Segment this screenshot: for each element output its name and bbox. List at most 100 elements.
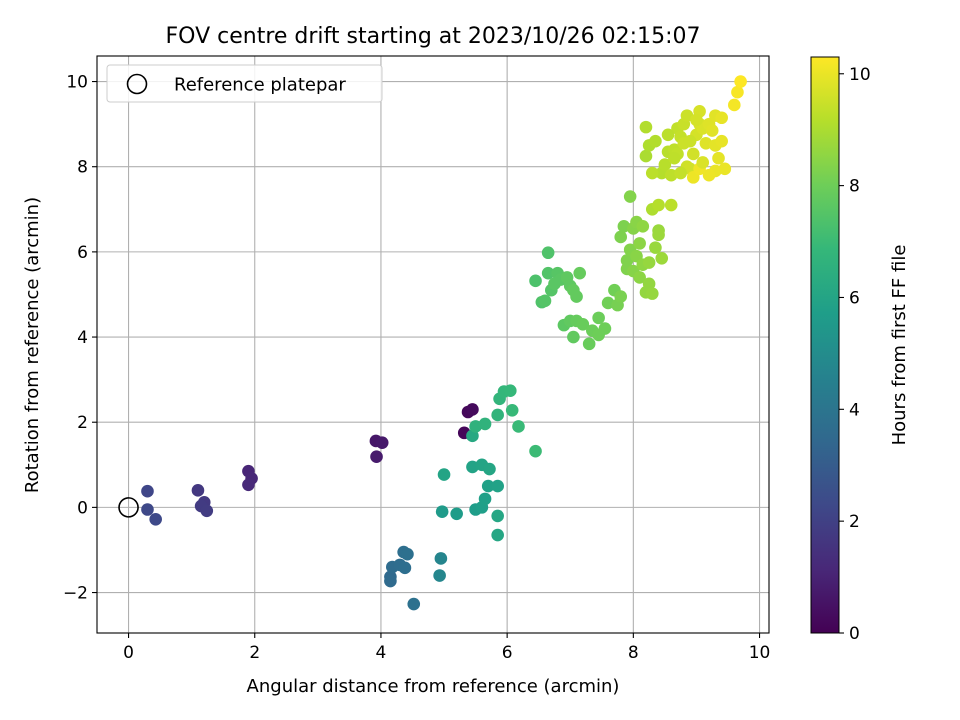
data-point (582, 337, 596, 351)
data-point (466, 403, 479, 416)
data-point (668, 151, 681, 165)
data-point (652, 228, 665, 242)
y-axis-ticks: −2 0 2 4 6 8 10 (63, 73, 97, 604)
data-point (617, 220, 631, 233)
data-point (727, 98, 741, 112)
data-point (398, 561, 412, 575)
data-point (699, 136, 713, 150)
data-point (466, 460, 479, 474)
data-point (242, 478, 255, 492)
x-tick-label: 6 (502, 643, 513, 663)
data-point (623, 190, 637, 203)
data-point (702, 168, 716, 182)
colorbar-tick-label: 0 (849, 624, 860, 644)
y-axis-label: Rotation from reference (arcmin) (22, 197, 43, 493)
x-tick-label: 4 (376, 643, 387, 663)
data-point (529, 444, 542, 458)
legend-entry-label: Reference platepar (174, 75, 346, 96)
data-point (401, 547, 414, 561)
data-point (620, 254, 634, 267)
data-point (434, 552, 448, 565)
data-point (435, 505, 449, 518)
data-point (491, 528, 504, 542)
colorbar-tick-label: 8 (849, 177, 860, 197)
data-point (491, 408, 504, 422)
colorbar-ticks: 0 2 4 6 8 10 (839, 65, 871, 644)
data-point (705, 124, 719, 137)
data-point (639, 149, 653, 163)
data-point (718, 162, 732, 176)
data-point (731, 85, 744, 99)
x-axis-label: Angular distance from reference (arcmin) (247, 676, 620, 697)
y-tick-label: 6 (77, 243, 88, 263)
colorbar-tick-label: 10 (849, 65, 871, 85)
data-point (715, 134, 728, 148)
data-point (491, 509, 504, 523)
data-point (645, 166, 659, 180)
data-point (200, 504, 214, 518)
x-axis-ticks: 0 2 4 6 8 10 (123, 633, 770, 663)
y-tick-label: 2 (77, 413, 88, 433)
legend: Reference platepar (106, 64, 383, 103)
data-point (592, 311, 605, 325)
data-point (491, 479, 504, 493)
data-point (529, 274, 542, 288)
data-point (645, 287, 659, 300)
data-point (567, 330, 580, 344)
data-point (636, 220, 650, 233)
legend-marker-icon (126, 73, 148, 95)
data-point (614, 290, 628, 303)
colorbar-tick-label: 2 (849, 512, 860, 532)
x-tick-label: 2 (249, 643, 260, 663)
data-point (505, 403, 519, 417)
data-point (141, 484, 154, 498)
data-point (655, 251, 669, 265)
data-point (690, 113, 703, 127)
data-point (642, 256, 656, 269)
data-point (370, 450, 383, 464)
data-point (633, 237, 646, 250)
data-point (541, 266, 555, 280)
data-point (384, 574, 397, 588)
data-point (715, 111, 728, 125)
data-point (191, 484, 205, 497)
data-point (661, 128, 675, 142)
data-point (652, 198, 665, 212)
reference-platepar-marker (118, 497, 139, 518)
x-tick-label: 8 (628, 643, 639, 663)
data-point (483, 462, 496, 476)
data-point (664, 198, 678, 212)
data-point (674, 166, 687, 180)
scatter-points (141, 75, 747, 611)
data-point (538, 294, 552, 308)
data-point (407, 597, 421, 611)
data-point (686, 147, 700, 161)
data-point (450, 507, 463, 521)
y-tick-label: 8 (77, 158, 88, 178)
data-point (433, 569, 446, 582)
data-point (512, 420, 525, 433)
colorbar-gradient (810, 56, 840, 634)
legend-box (106, 64, 383, 103)
data-point (683, 134, 697, 148)
data-point (437, 468, 451, 481)
data-point (633, 271, 646, 284)
data-point (570, 290, 583, 303)
data-point (696, 156, 710, 169)
plot-frame (96, 55, 770, 634)
y-tick-label: 10 (66, 73, 88, 93)
chart-title: FOV centre drift starting at 2023/10/26 … (166, 24, 701, 49)
colorbar: 0 2 4 6 8 10 Hours from first FF file (810, 56, 910, 644)
data-point (649, 241, 662, 254)
data-point (541, 246, 555, 260)
y-tick-label: −2 (63, 584, 88, 604)
data-point (680, 109, 694, 122)
data-point (601, 296, 615, 310)
data-point (642, 277, 656, 291)
data-point (573, 266, 587, 280)
data-point (478, 417, 492, 431)
data-point (481, 479, 495, 493)
grid-lines (97, 56, 769, 633)
colorbar-tick-label: 4 (849, 400, 860, 420)
